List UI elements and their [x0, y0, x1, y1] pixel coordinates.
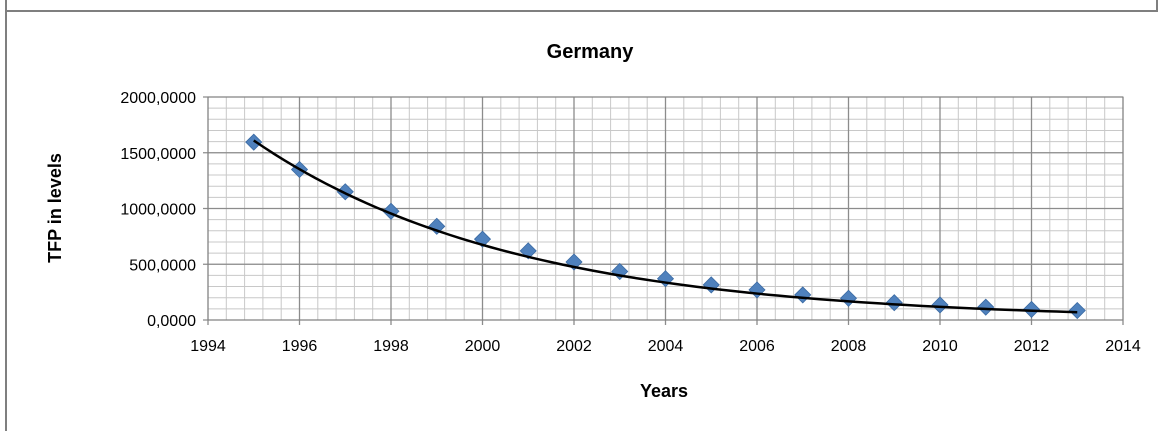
- y-tick-label: 500,0000: [129, 257, 196, 274]
- trendline: [253, 139, 1078, 314]
- y-tick-label: 2000,0000: [120, 90, 196, 107]
- data-point-diamond: [794, 286, 812, 304]
- data-point-diamond: [885, 294, 903, 312]
- x-tick-label: 1994: [190, 338, 226, 355]
- x-tick-label: 2006: [739, 338, 775, 355]
- data-point-diamond: [748, 281, 766, 299]
- x-tick-label: 2008: [831, 338, 867, 355]
- x-tick-label: 2012: [1014, 338, 1050, 355]
- x-axis-tick-labels: 1994 1996 1998 2000 2002 2004 2006 2008 2010 2012…: [190, 338, 1141, 355]
- data-point-diamond: [1022, 300, 1041, 318]
- y-axis-tick-labels: 0,0000 500,0000 1000,0000 1500,0000 2000,000…: [120, 90, 196, 330]
- data-point-diamond: [702, 276, 720, 294]
- data-point-diamond: [382, 202, 400, 220]
- data-point-diamond: [839, 289, 858, 307]
- major-grid: [203, 96, 1124, 325]
- y-tick-label: 1500,0000: [120, 146, 196, 163]
- x-tick-label: 2000: [465, 338, 501, 355]
- top-border-strip: [0, 0, 1162, 12]
- x-tick-label: 2002: [556, 338, 592, 355]
- x-tick-label: 2004: [648, 338, 684, 355]
- data-point-diamond: [245, 133, 263, 151]
- x-tick-label: 2010: [922, 338, 958, 355]
- x-tick-label: 1998: [373, 338, 409, 355]
- x-tick-label: 2014: [1105, 338, 1141, 355]
- chart-title: Germany: [547, 41, 635, 63]
- data-point-diamond: [977, 298, 995, 316]
- data-point-diamond: [1068, 301, 1086, 320]
- plot-area: [207, 96, 1124, 321]
- x-axis-label: Years: [640, 381, 688, 401]
- y-tick-label: 1000,0000: [120, 202, 196, 219]
- x-tick-label: 1996: [282, 338, 318, 355]
- data-point-diamond: [473, 230, 492, 248]
- data-point-diamond: [931, 296, 949, 314]
- y-tick-label: 0,0000: [147, 313, 196, 330]
- y-axis-label: TFP in levels: [45, 153, 65, 263]
